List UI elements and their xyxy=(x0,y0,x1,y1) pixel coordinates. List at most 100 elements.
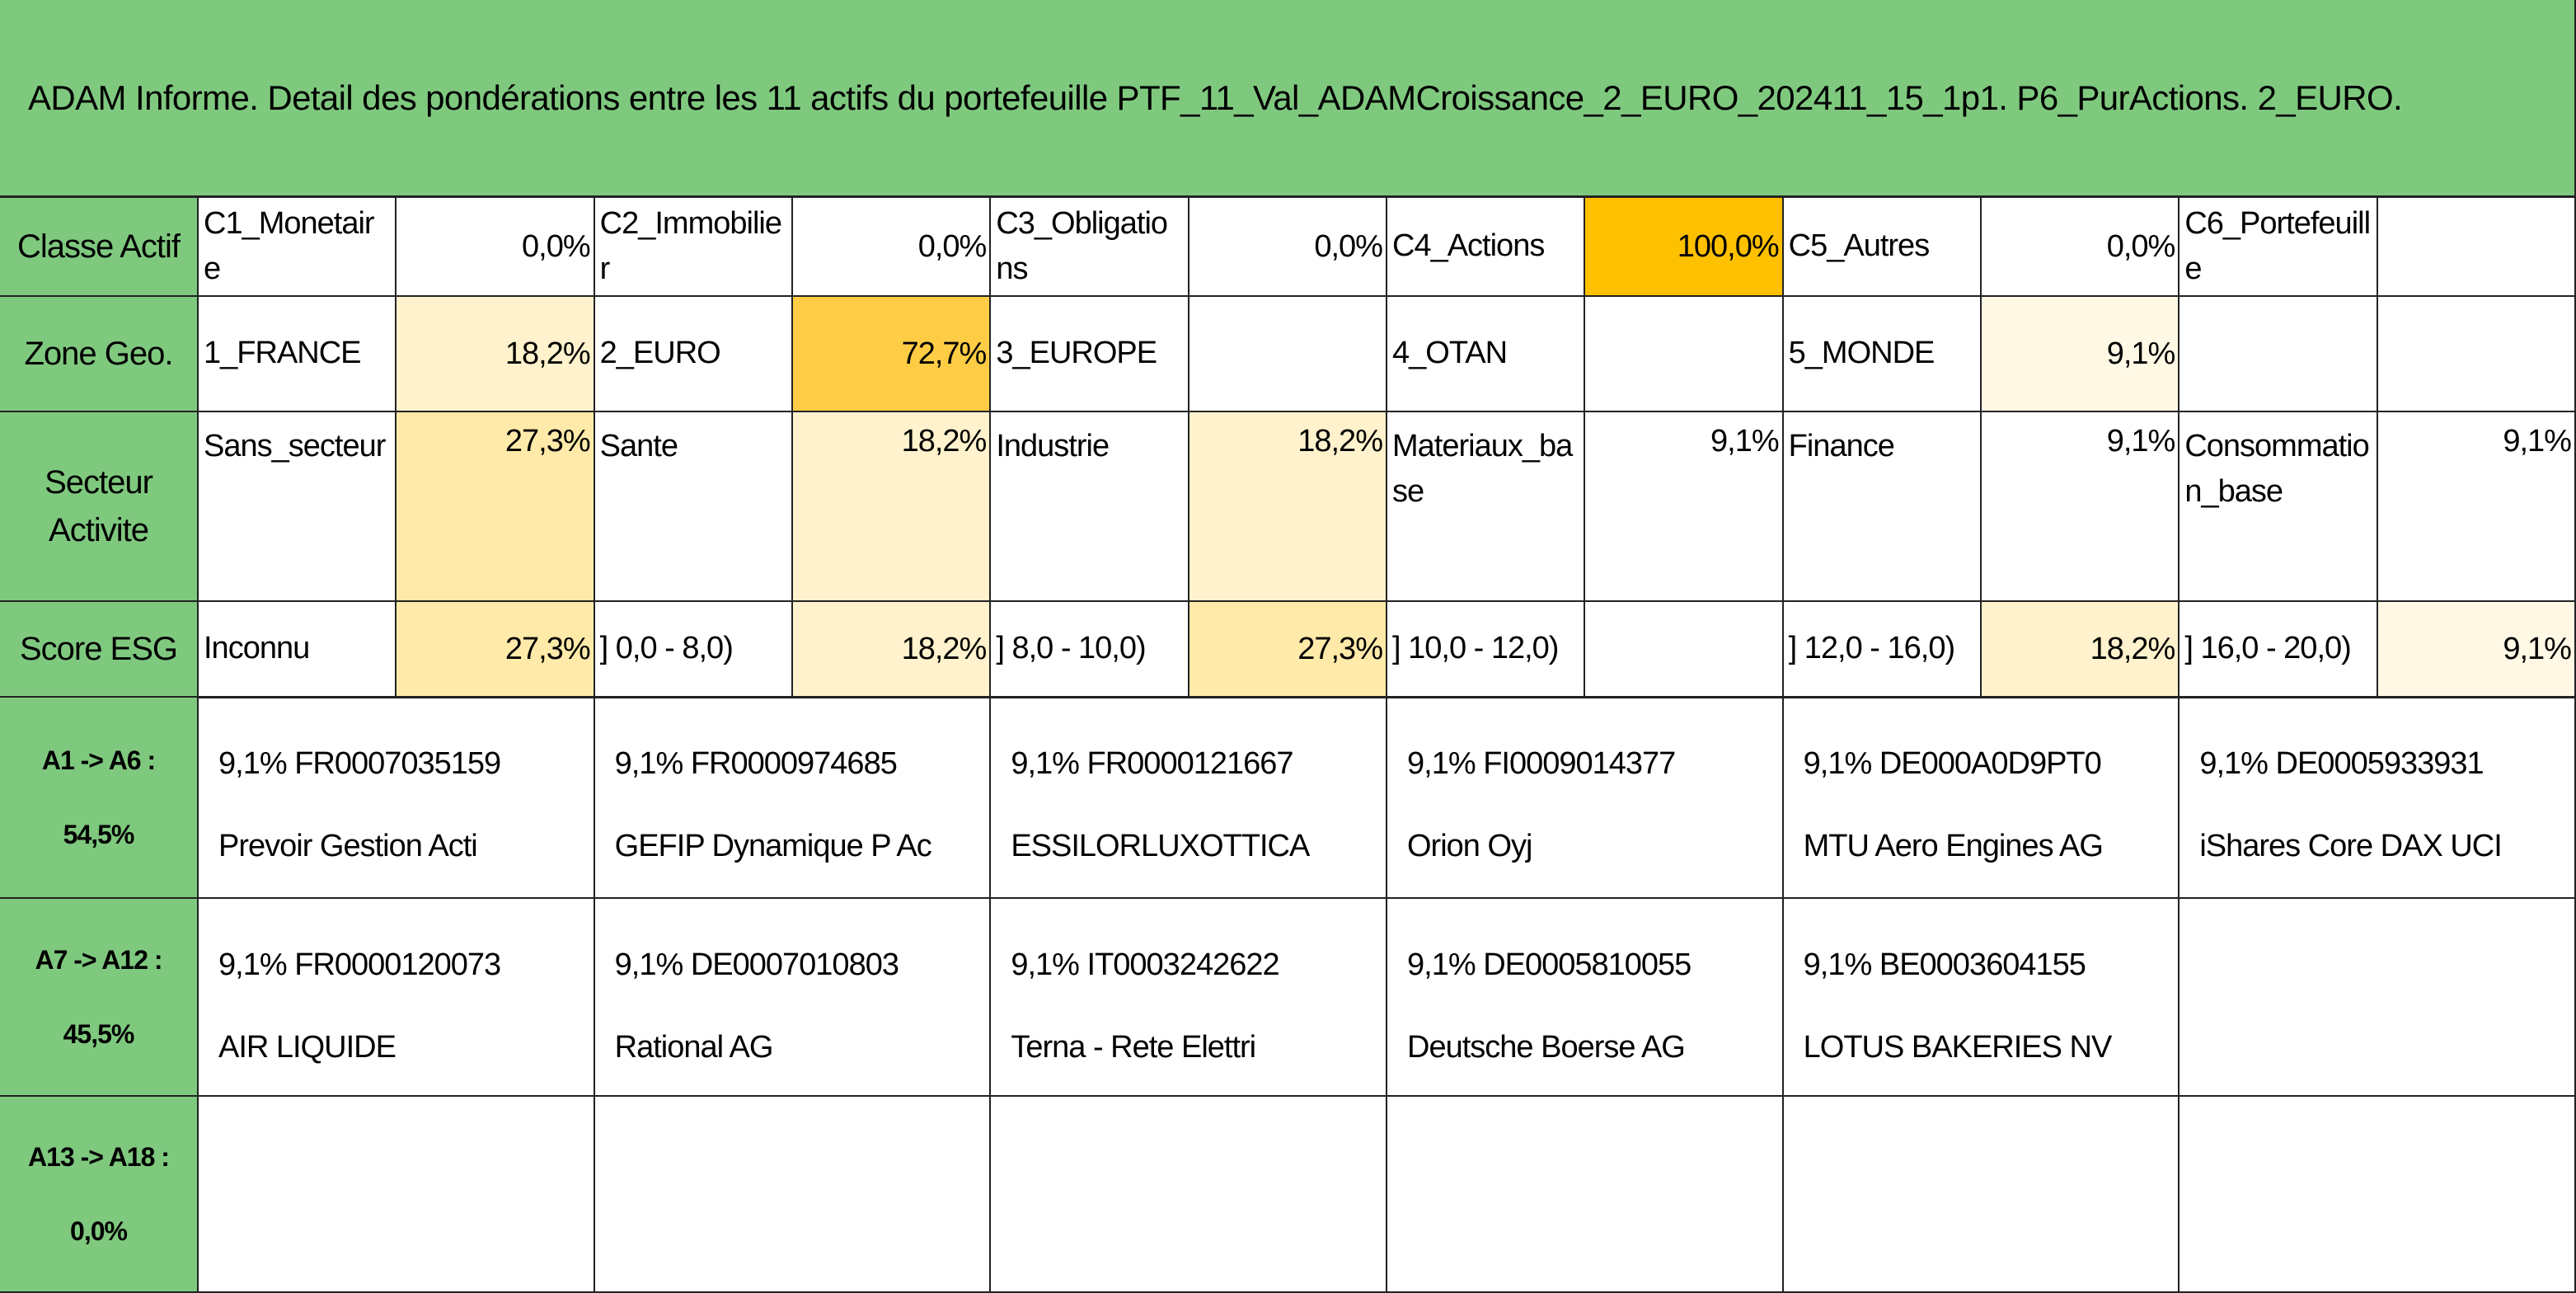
asset-weight: 9,1% xyxy=(614,746,684,781)
page-title: ADAM Informe. Detail des pondérations en… xyxy=(0,0,2576,198)
asset-cell: 9,1% BE0003604155 LOTUS BAKERIES NV xyxy=(1783,899,2180,1097)
category-name: C1_Monetaire xyxy=(199,198,397,297)
asset-isin: DE0007010803 xyxy=(690,947,899,982)
asset-cell: 9,1% FI0009014377 Orion Oyj xyxy=(1387,698,1784,899)
weight-value: 0,0% xyxy=(1982,198,2180,297)
asset-name: Prevoir Gestion Acti xyxy=(218,829,478,863)
asset-name: LOTUS BAKERIES NV xyxy=(1803,1030,2113,1065)
weight-value: 0,0% xyxy=(396,198,595,297)
asset-cell: 9,1% FR0007035159 Prevoir Gestion Acti xyxy=(199,698,595,899)
asset-weight: 9,1% xyxy=(1803,947,1873,982)
separator xyxy=(0,696,2576,698)
asset-line: 9,1% BE0003604155 xyxy=(1804,924,2179,1006)
weight-value xyxy=(2377,198,2576,297)
weight-value xyxy=(1585,602,1784,698)
category-name: Sante xyxy=(594,412,793,602)
weight-value: 18,2% xyxy=(1189,412,1387,602)
weight-value xyxy=(2377,297,2576,412)
weight-value: 72,7% xyxy=(793,297,992,412)
asset-cell: 9,1% DE0005933931 iShares Core DAX UCI xyxy=(2180,698,2576,899)
category-name: C5_Autres xyxy=(1783,198,1982,297)
asset-cell xyxy=(2180,1097,2576,1293)
asset-cell: 9,1% FR0000974685 GEFIP Dynamique P Ac xyxy=(594,698,992,899)
category-name: Consommation_base xyxy=(2180,412,2378,602)
asset-row-label: A1 -> A6 : 54,5% xyxy=(0,698,199,899)
asset-line: 9,1% FR0007035159 xyxy=(218,722,594,805)
weight-value: 27,3% xyxy=(1189,602,1387,698)
asset-line: 9,1% FR0000120073 xyxy=(218,924,594,1006)
asset-weight: 9,1% xyxy=(1011,947,1080,982)
row-label: Classe Actif xyxy=(0,198,199,297)
weight-value: 27,3% xyxy=(396,412,595,602)
asset-name: Orion Oyj xyxy=(1407,829,1532,863)
asset-weight: 9,1% xyxy=(1803,746,1873,781)
category-name: ] 0,0 - 8,0) xyxy=(594,602,793,698)
category-name: ] 8,0 - 10,0) xyxy=(991,602,1189,698)
asset-name: MTU Aero Engines AG xyxy=(1803,829,2104,863)
asset-range-total: 54,5% xyxy=(63,820,135,849)
weight-value: 9,1% xyxy=(1585,412,1784,602)
weight-value xyxy=(1189,297,1387,412)
asset-line: 9,1% FI0009014377 xyxy=(1407,722,1782,805)
weight-value: 9,1% xyxy=(1982,297,2180,412)
category-name: Materiaux_base xyxy=(1387,412,1586,602)
asset-line: 9,1% FR0000974685 xyxy=(615,722,990,805)
weight-value: 9,1% xyxy=(2377,412,2576,602)
weight-value: 0,0% xyxy=(793,198,992,297)
category-name: Industrie xyxy=(991,412,1189,602)
asset-cell xyxy=(991,1097,1387,1293)
asset-row-label: A13 -> A18 : 0,0% xyxy=(0,1097,199,1293)
asset-isin: FR0007035159 xyxy=(294,746,501,781)
asset-cell: 9,1% IT0003242622 Terna - Rete Elettri xyxy=(991,899,1387,1097)
asset-cell xyxy=(594,1097,992,1293)
category-name: ] 10,0 - 12,0) xyxy=(1387,602,1586,698)
asset-cell: 9,1% DE000A0D9PT0 MTU Aero Engines AG xyxy=(1783,698,2180,899)
asset-line: 9,1% FR0000121667 xyxy=(1011,722,1386,805)
asset-line: 9,1% DE0007010803 xyxy=(615,924,990,1006)
asset-line: 9,1% DE0005810055 xyxy=(1407,924,1782,1006)
asset-weight: 9,1% xyxy=(614,947,684,982)
asset-weight: 9,1% xyxy=(2199,746,2269,781)
asset-name: iShares Core DAX UCI xyxy=(2199,829,2502,863)
weight-value: 18,2% xyxy=(793,412,992,602)
weight-value: 27,3% xyxy=(396,602,595,698)
category-name: C4_Actions xyxy=(1387,198,1586,297)
asset-name: GEFIP Dynamique P Ac xyxy=(614,829,932,863)
asset-weight: 9,1% xyxy=(1407,746,1476,781)
asset-isin: FI0009014377 xyxy=(1483,746,1676,781)
asset-range-total: 0,0% xyxy=(70,1216,128,1246)
row-label: Secteur Activite xyxy=(0,412,199,602)
asset-cell: 9,1% DE0005810055 Deutsche Boerse AG xyxy=(1387,899,1784,1097)
asset-cell: 9,1% DE0007010803 Rational AG xyxy=(594,899,992,1097)
weight-value: 9,1% xyxy=(1982,412,2180,602)
asset-weight: 9,1% xyxy=(1407,947,1476,982)
category-name: 2_EURO xyxy=(594,297,793,412)
weight-value: 100,0% xyxy=(1585,198,1784,297)
asset-cell xyxy=(2180,899,2576,1097)
asset-name: ESSILORLUXOTTICA xyxy=(1011,829,1310,863)
asset-line: 9,1% DE0005933931 xyxy=(2199,722,2574,805)
asset-range: A13 -> A18 : xyxy=(28,1142,170,1172)
category-name: Sans_secteur xyxy=(199,412,397,602)
asset-isin: FR0000974685 xyxy=(690,746,898,781)
category-name: 4_OTAN xyxy=(1387,297,1586,412)
asset-isin: BE0003604155 xyxy=(1879,947,2086,982)
category-name: Finance xyxy=(1783,412,1982,602)
weight-value: 9,1% xyxy=(2377,602,2576,698)
asset-range: A1 -> A6 : xyxy=(41,745,156,775)
asset-isin: FR0000121667 xyxy=(1086,746,1294,781)
asset-range-total: 45,5% xyxy=(63,1019,135,1049)
asset-row-label: A7 -> A12 : 45,5% xyxy=(0,899,199,1097)
category-name: 3_EUROPE xyxy=(991,297,1189,412)
asset-isin: DE0005810055 xyxy=(1483,947,1692,982)
asset-cell xyxy=(199,1097,595,1293)
asset-isin: IT0003242622 xyxy=(1086,947,1280,982)
category-name: C2_Immobilier xyxy=(594,198,793,297)
row-label: Zone Geo. xyxy=(0,297,199,412)
row-label: Score ESG xyxy=(0,602,199,698)
asset-isin: DE000A0D9PT0 xyxy=(1879,746,2102,781)
category-name: ] 16,0 - 20,0) xyxy=(2180,602,2378,698)
weight-value: 18,2% xyxy=(793,602,992,698)
asset-weight: 9,1% xyxy=(1011,746,1080,781)
